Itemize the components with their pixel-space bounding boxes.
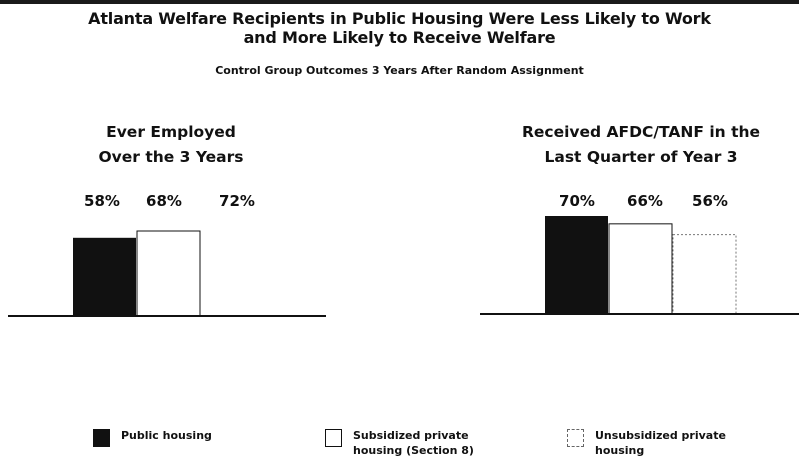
chart-title: Atlanta Welfare Recipients in Public Hou…	[0, 9, 799, 47]
panel1-title-line1: Ever Employed	[106, 123, 236, 141]
panel2-bar-public-housing	[545, 216, 608, 314]
legend-item-unsubsidized: Unsubsidized private housing	[567, 428, 726, 458]
chart-subtitle: Control Group Outcomes 3 Years After Ran…	[215, 64, 584, 77]
chart-title-line2: and More Likely to Receive Welfare	[243, 28, 556, 47]
panel2-bar-unsubsidized	[672, 234, 737, 315]
panel1-bar-subsidized	[136, 230, 201, 317]
legend-label-subsidized: Subsidized private housing (Section 8)	[353, 429, 474, 457]
panel2-value-label-public-housing: 70%	[559, 192, 595, 210]
legend-swatch-subsidized	[325, 429, 342, 447]
chart-title-line1: Atlanta Welfare Recipients in Public Hou…	[88, 9, 711, 28]
legend-item-public-housing: Public housing	[93, 428, 212, 447]
legend-label-public-housing: Public housing	[121, 429, 212, 442]
panel1-value-label-unsubsidized: 72%	[219, 192, 255, 210]
legend-label-unsubsidized: Unsubsidized private housing	[595, 429, 726, 457]
panel1-bar-public-housing	[73, 237, 136, 316]
panel1-value-label-subsidized: 68%	[146, 192, 182, 210]
panel2-title-line1: Received AFDC/TANF in the	[522, 123, 760, 141]
legend-swatch-unsubsidized	[567, 429, 584, 447]
panel2-value-label-unsubsidized: 56%	[692, 192, 728, 210]
top-rule	[0, 0, 799, 4]
legend: Public housing Subsidized private housin…	[0, 428, 799, 465]
panel2-title-line2: Last Quarter of Year 3	[544, 148, 737, 166]
panel1-title-line2: Over the 3 Years	[98, 148, 243, 166]
panel2-bar-subsidized	[608, 223, 673, 315]
panel1-value-label-public-housing: 58%	[84, 192, 120, 210]
panel2-value-label-subsidized: 66%	[627, 192, 663, 210]
legend-swatch-public-housing	[93, 429, 110, 447]
legend-item-subsidized: Subsidized private housing (Section 8)	[325, 428, 474, 458]
